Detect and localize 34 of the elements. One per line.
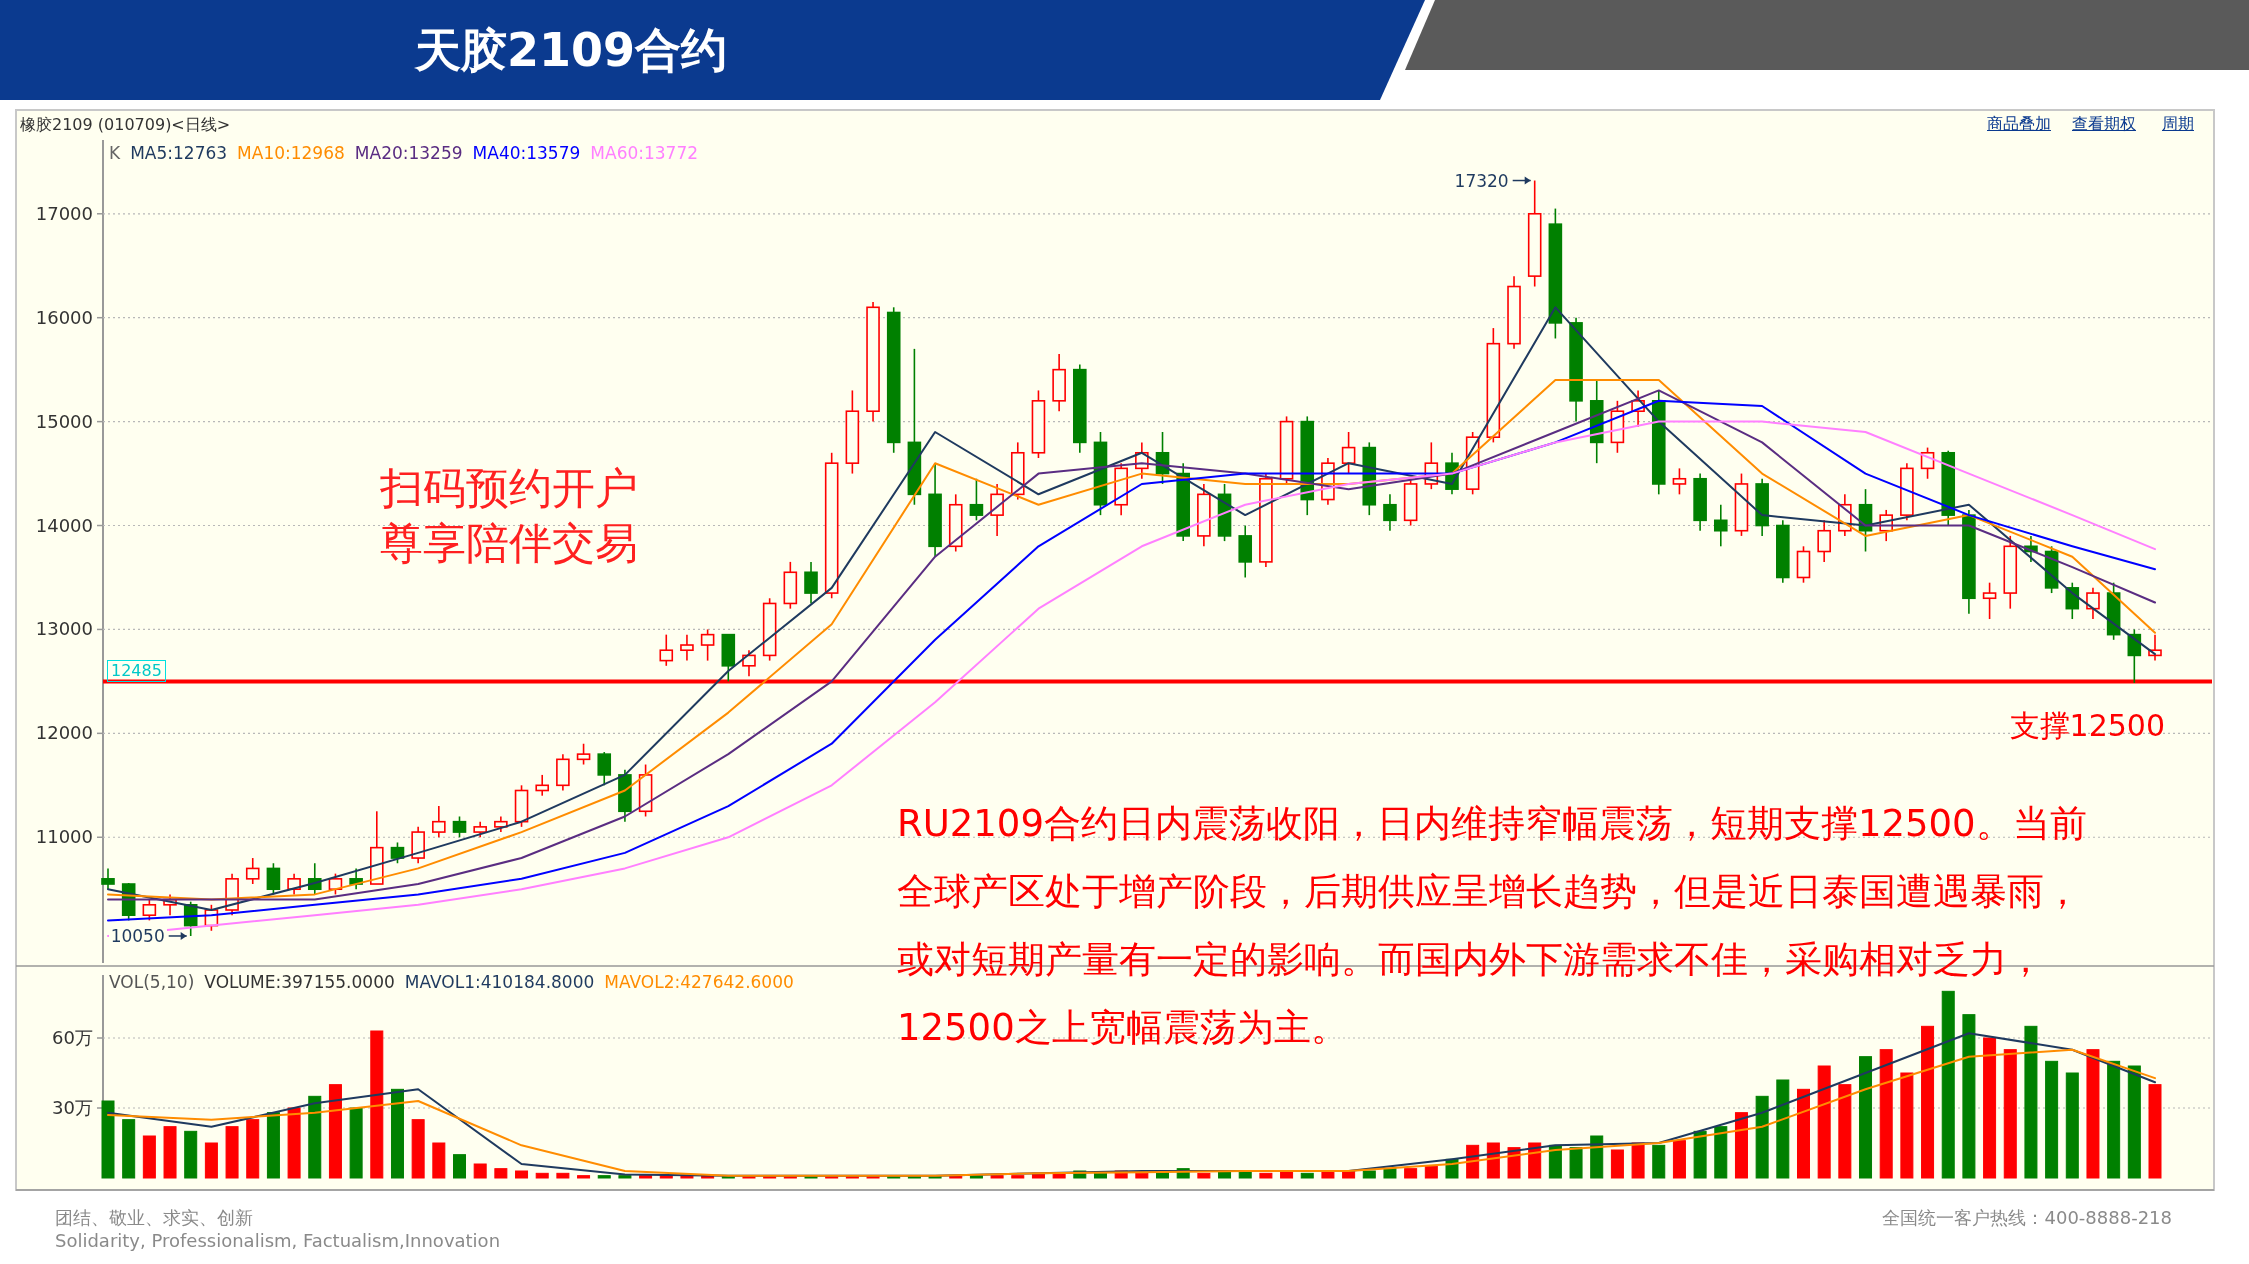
text: MAVOL1:410184.8000 <box>404 972 595 992</box>
text: MA40:13579 <box>472 143 581 163</box>
y-tick-label: 30万 <box>52 1097 93 1118</box>
text: 团结、敬业、求实、创新 <box>55 1206 253 1230</box>
text: MA5:12763 <box>130 143 228 163</box>
annotation: 12485 <box>107 660 166 682</box>
annotation: VOLUME:397155.0000 <box>204 972 395 992</box>
text: 商品叠加 <box>1987 114 2051 135</box>
text: 查看期权 <box>2072 114 2136 135</box>
y-tick-label: 16000 <box>35 306 93 328</box>
chart-subtitle: 橡胶2109 (010709)<日线> <box>20 115 231 136</box>
y-tick-label: 11000 <box>35 826 93 848</box>
y-tick-label: 17000 <box>35 202 93 224</box>
text: 周期 <box>2162 114 2194 135</box>
text: Solidarity, Professionalism, Factualism,Innovation <box>55 1230 501 1251</box>
chart-title: 天胶2109合约 <box>415 22 728 79</box>
y-tick-label: 14000 <box>35 514 93 536</box>
annotation: 尊享陪伴交易 <box>380 517 638 570</box>
annotation: RU2109合约日内震荡收阳，日内维持窄幅震荡，短期支撑12500。当前全球产区处于增产阶段，后期供应呈增长趋势，但是近日泰国遭遇暴雨，或对短期产量有一定的影响。而国内外下游需求不佳，采购相对乏力，12500之上宽幅震荡为主。 <box>897 801 2088 1051</box>
chart-title: VOL(5,10) <box>109 972 195 992</box>
text: 全国统一客户热线：400-8888-218 <box>1882 1206 2172 1230</box>
text: MAVOL2:427642.6000 <box>604 972 794 992</box>
annotation: 10050 <box>108 924 167 947</box>
y-tick-label: 12000 <box>35 722 93 744</box>
y-tick-label: 13000 <box>35 618 93 640</box>
text: MA60:13772 <box>590 143 699 163</box>
y-tick-label: 60万 <box>52 1027 93 1048</box>
y-tick-label: 15000 <box>35 410 93 432</box>
annotation: 扫码预约开户 <box>380 462 638 515</box>
annotation: K <box>109 143 121 163</box>
ref-line-label: 支撑12500 <box>2009 708 2165 744</box>
text: MA10:12968 <box>237 143 345 163</box>
text: MA20:13259 <box>354 143 463 163</box>
annotation: 17320 <box>1452 169 1511 192</box>
